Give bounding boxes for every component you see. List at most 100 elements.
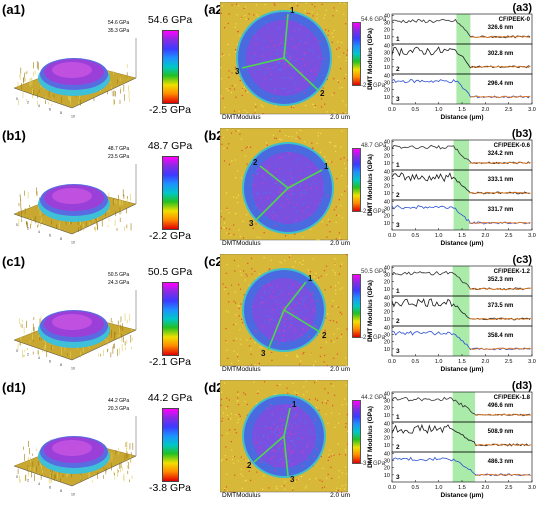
svg-text:2: 2 [27,101,29,105]
interphase-band-d [452,392,476,482]
svg-text:8: 8 [60,237,62,241]
afm-channel-a: DMTModulus [222,114,261,121]
interphase-length-b-2: 333.1 nm [488,177,514,183]
color-scale-bar-a [162,30,179,104]
profile-marker-c-1: 1 [308,274,313,283]
profile-number-b-1: 1 [396,162,400,169]
y-axis-label-a: DMT Modulus (GPa) [367,28,374,90]
mini-min-d: -3.8 GPa [361,461,386,467]
profile-line-c-3 [267,309,285,351]
x-tick-label: 2.5 [505,233,513,239]
x-tick-label: 3.0 [528,107,536,113]
svg-text:30: 30 [384,459,390,465]
profile-tail-b-3 [469,221,531,225]
svg-text:20: 20 [384,214,390,220]
svg-text:30: 30 [384,177,390,183]
profile-marker-d-3: 3 [290,475,295,484]
mini-color-bar-b [352,148,361,212]
x-tick-label: 2.5 [505,485,513,491]
profile-marker-a-3: 3 [235,67,240,76]
interphase-length-a-2: 302.8 nm [488,51,514,57]
p3d-top-d: 44.2 GPa [108,398,130,404]
afm-channel-c: DMTModulus [222,366,261,373]
x-tick-label: 2.0 [482,233,490,239]
mini-min-a: -2.5 GPa [361,83,386,89]
afm-footer-a: DMTModulus 2.0 um [222,114,350,121]
profile-line-b-1 [287,169,323,189]
afm-3d-surface-a: 0 2 4 6 8 10 [13,38,137,119]
afm-scale-b: 2.0 um [330,240,350,247]
interphase-band-a [456,14,471,104]
x-tick-label: 1.0 [435,233,443,239]
x-tick-label: 1.0 [435,107,443,113]
profile-line-b-3 [255,187,289,221]
svg-text:30: 30 [384,273,390,279]
svg-text:40: 40 [384,265,390,271]
x-tick-label: 2.5 [505,107,513,113]
svg-text:10: 10 [384,413,390,419]
x-tick-label: 3.0 [528,233,536,239]
profile-number-a-2: 2 [396,66,400,73]
afm-footer-d: DMTModulus 2.0 um [222,492,350,499]
afm-scale-d: 2.0 um [330,492,350,499]
profile-tail-b-1 [468,161,531,165]
panel-label-d1: (d1) [2,380,26,395]
profile-marker-c-3: 3 [261,349,266,358]
afm-modulus-map-b: 1 2 3 [220,128,348,241]
scale-min-c: -2.1 GPa [148,356,192,368]
p3d-top-c: 50.5 GPa [108,272,130,278]
panel-label-a3: (a3) [512,2,532,14]
mini-color-bar-d [352,400,361,464]
x-tick-label: 2.0 [482,485,490,491]
svg-text:10: 10 [384,443,390,449]
figure-row-c: (c1) (c2) 0 2 4 6 8 10 50.5 GPa 24.3 GPa 50.5… [0,252,536,377]
afm-3d-surface-d: 0 2 4 6 8 10 [13,416,137,497]
scale-min-b: -2.2 GPa [148,230,192,242]
mini-color-bar-a [352,22,361,86]
x-axis-label-a: Distance (μm) [441,114,484,121]
afm-modulus-map-a: 1 2 3 [220,2,348,115]
svg-text:10: 10 [384,317,390,323]
mini-max-a: 54.6 GPa [361,17,387,23]
profile-marker-b-1: 1 [324,162,329,171]
svg-text:6: 6 [49,234,51,238]
svg-text:10: 10 [384,161,390,167]
profile-tail-c-3 [469,347,532,350]
profile-marker-d-2: 2 [247,461,252,470]
y-axis-label-d: DMT Modulus (GPa) [367,406,374,468]
x-tick-label: 1.5 [458,359,466,365]
svg-text:40: 40 [384,451,390,457]
figure-row-a: (a1) (a2) 0 2 4 6 8 10 54.6 GPa 35.3 GPa 54.6… [0,0,536,125]
svg-text:30: 30 [384,399,390,405]
svg-text:20: 20 [384,436,390,442]
x-tick-label: 2.0 [482,107,490,113]
svg-text:10: 10 [384,65,390,71]
svg-text:30: 30 [384,207,390,213]
svg-text:8: 8 [60,489,62,493]
svg-text:30: 30 [384,303,390,309]
interphase-length-a-3: 296.4 nm [488,81,514,87]
svg-text:8: 8 [60,363,62,367]
profile-tail-d-1 [475,413,532,416]
profile-line-d-3 [283,435,289,477]
svg-text:10: 10 [71,367,75,371]
svg-text:40: 40 [384,421,390,427]
afm-channel-d: DMTModulus [222,492,261,499]
scale-max-c: 50.5 GPa [147,266,193,278]
x-tick-label: 3.0 [528,485,536,491]
profile-line-a-2 [283,57,319,91]
profile-line-a-1 [283,13,289,59]
sample-name-c: CF/PEEK-1.2 [494,269,531,275]
p3d-top-a: 54.6 GPa [108,20,130,26]
svg-text:30: 30 [384,51,390,57]
svg-text:20: 20 [384,184,390,190]
scale-max-a: 54.6 GPa [147,14,193,26]
x-axis-label-c: Distance (μm) [441,366,484,373]
svg-text:4: 4 [38,104,40,108]
svg-text:20: 20 [384,58,390,64]
svg-text:4: 4 [38,230,40,234]
p3d-sub-d: 20.3 GPa [108,406,130,412]
